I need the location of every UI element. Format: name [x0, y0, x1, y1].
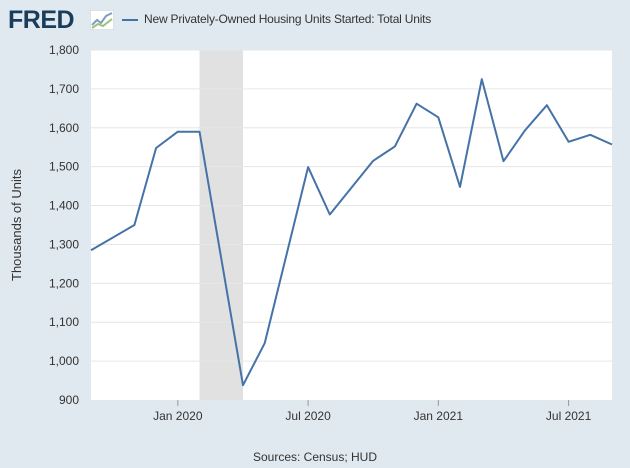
- legend-swatch: [122, 19, 138, 21]
- fred-logo: FRED: [8, 6, 75, 34]
- series-line: [90, 78, 613, 387]
- y-tick-label: 1,500: [49, 160, 79, 174]
- y-tick-label: 1,300: [49, 237, 79, 251]
- y-tick-label: 1,100: [49, 315, 79, 329]
- x-tick-label: Jul 2020: [285, 409, 331, 423]
- x-tick-label: Jul 2021: [546, 409, 592, 423]
- y-tick-label: 1,400: [49, 199, 79, 213]
- source-note: Sources: Census; HUD: [252, 450, 378, 464]
- y-tick-label: 1,200: [49, 276, 79, 290]
- y-tick-label: 1,700: [49, 82, 79, 96]
- x-tick-label: Jan 2020: [153, 409, 203, 423]
- y-axis-label: Thousands of Units: [9, 169, 24, 282]
- legend-label: New Privately-Owned Housing Units Starte…: [144, 12, 432, 26]
- y-tick-label: 1,000: [49, 354, 79, 368]
- x-tick-label: Jan 2021: [414, 409, 464, 423]
- y-tick-label: 1,800: [49, 43, 79, 57]
- plot-area: [91, 50, 612, 400]
- y-tick-label: 1,600: [49, 121, 79, 135]
- fred-chart-icon: [90, 10, 114, 30]
- y-tick-label: 900: [59, 393, 79, 407]
